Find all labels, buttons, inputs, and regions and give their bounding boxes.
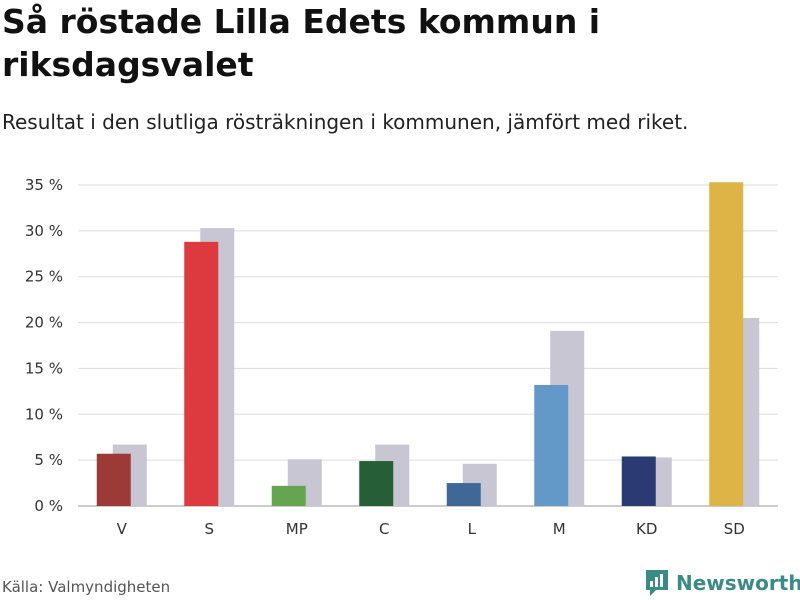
y-tick-label: 35 % bbox=[25, 176, 63, 194]
bar-kommun-sd bbox=[709, 182, 744, 506]
brand-logo: Newsworthy bbox=[644, 568, 800, 598]
y-tick-label: 25 % bbox=[25, 268, 63, 286]
y-tick-label: 0 % bbox=[34, 497, 63, 515]
brand-name: Newsworthy bbox=[676, 571, 800, 595]
y-tick-label: 15 % bbox=[25, 359, 63, 377]
bar-kommun-mp bbox=[271, 485, 306, 506]
newsworthy-icon bbox=[646, 570, 668, 596]
x-tick-label: MP bbox=[286, 520, 308, 538]
x-tick-label: KD bbox=[636, 520, 657, 538]
y-tick-label: 5 % bbox=[34, 451, 63, 469]
chart-title: Så röstade Lilla Edets kommun i riksdags… bbox=[2, 2, 601, 84]
bar-kommun-l bbox=[446, 483, 481, 506]
bar-kommun-s bbox=[184, 241, 219, 506]
x-tick-label: L bbox=[468, 520, 477, 538]
source-note: Källa: Valmyndigheten bbox=[2, 578, 171, 596]
x-tick-label: S bbox=[204, 520, 214, 538]
x-tick-label: C bbox=[379, 520, 389, 538]
y-tick-label: 30 % bbox=[25, 222, 63, 240]
chart-subtitle: Resultat i den slutliga rösträkningen i … bbox=[2, 110, 689, 134]
bar-kommun-v bbox=[96, 453, 131, 506]
y-tick-label: 20 % bbox=[25, 314, 63, 332]
x-tick-label: M bbox=[553, 520, 566, 538]
x-tick-label: V bbox=[117, 520, 128, 538]
y-tick-label: 10 % bbox=[25, 405, 63, 423]
x-tick-label: SD bbox=[724, 520, 745, 538]
bar-kommun-m bbox=[534, 384, 569, 506]
bar-kommun-c bbox=[359, 461, 394, 506]
bar-kommun-kd bbox=[621, 456, 656, 506]
